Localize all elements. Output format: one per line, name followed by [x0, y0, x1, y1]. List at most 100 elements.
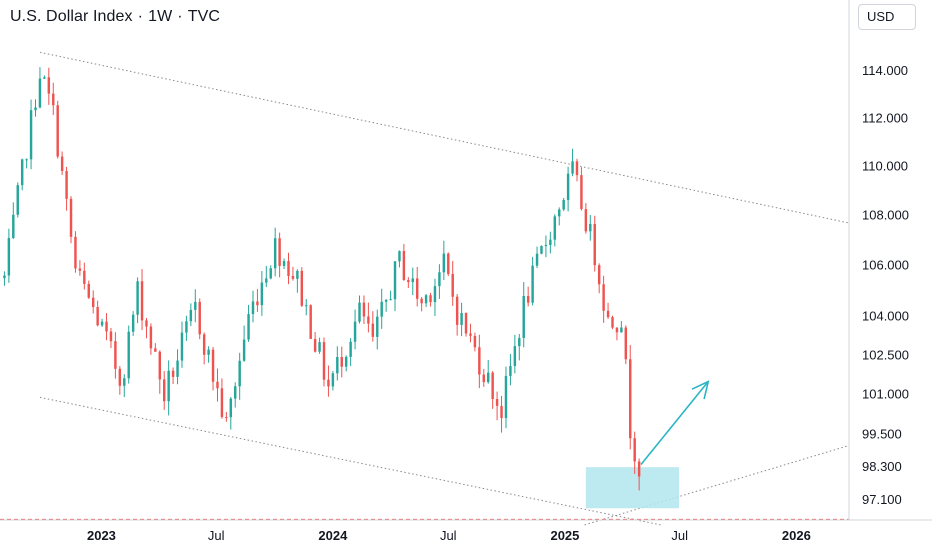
candle-body	[380, 301, 383, 317]
candle-body	[584, 209, 588, 232]
candle-body	[216, 381, 219, 389]
candle-body	[269, 268, 272, 279]
candle-body	[145, 320, 148, 327]
candle-body	[429, 295, 432, 303]
candle-body	[211, 349, 215, 382]
candle-body	[606, 310, 610, 318]
trendline-0[interactable]	[39, 51, 850, 224]
candle-body	[500, 405, 503, 419]
candle-body	[229, 398, 233, 418]
candle-body	[611, 317, 614, 328]
candle-body	[109, 331, 113, 342]
candle-body	[540, 245, 543, 254]
candle-body	[336, 357, 339, 374]
price-tick-label: 114.000	[862, 63, 908, 78]
candle-body	[442, 253, 446, 273]
candle-body	[100, 321, 104, 326]
candle-body	[34, 107, 37, 111]
candle-body	[234, 386, 237, 399]
annotations-front-layer	[640, 380, 710, 465]
candle-body	[198, 301, 201, 335]
candle-body	[624, 327, 628, 360]
trendline-1[interactable]	[39, 396, 661, 526]
exchange-label: TVC	[187, 8, 221, 25]
candle-body	[478, 347, 481, 375]
candle-body	[287, 261, 290, 276]
candle-body	[620, 327, 623, 333]
price-tick-label: 112.000	[862, 110, 908, 125]
projection-arrow-shaft[interactable]	[640, 381, 709, 465]
title-separator: ·	[137, 8, 144, 25]
price-tick-label: 110.000	[862, 158, 908, 173]
candle-body	[300, 270, 304, 306]
price-tick-label: 101.000	[862, 387, 909, 402]
candle-body	[260, 282, 264, 306]
candle-body	[349, 341, 352, 357]
demand-zone-rectangle[interactable]	[585, 467, 680, 509]
candle-body	[433, 286, 437, 303]
title-separator-2: ·	[177, 8, 183, 25]
candle-body	[495, 398, 499, 406]
candle-body	[393, 261, 397, 300]
candle-body	[491, 372, 494, 399]
candles-layer	[3, 67, 641, 491]
candle-body	[451, 273, 454, 297]
candle-body	[91, 297, 95, 308]
candle-body	[367, 316, 370, 324]
projection-arrow-head[interactable]	[691, 380, 710, 400]
candle-body	[278, 238, 281, 266]
candle-body	[291, 275, 295, 279]
candle-body	[105, 321, 108, 332]
candle-body	[460, 313, 463, 325]
candle-body	[131, 314, 135, 332]
candle-body	[331, 373, 335, 387]
candle-body	[469, 333, 472, 336]
candle-body	[535, 253, 539, 266]
candle-body	[189, 309, 193, 322]
candle-body	[522, 296, 525, 338]
candle-body	[487, 372, 490, 383]
candle-body	[513, 346, 517, 367]
candle-body	[544, 244, 548, 246]
candle-body	[593, 223, 596, 266]
candle-body	[473, 335, 477, 348]
candle-body	[438, 272, 441, 287]
candle-body	[420, 298, 423, 304]
time-tick-label: Jul	[440, 528, 457, 543]
candle-body	[69, 198, 73, 237]
candle-body	[96, 307, 99, 326]
candle-body	[615, 327, 619, 333]
candle-body	[340, 357, 343, 367]
candle-body	[242, 339, 246, 361]
currency-button[interactable]: USD	[858, 4, 916, 30]
time-tick-label: 2025	[550, 528, 579, 543]
candle-body	[38, 78, 42, 108]
candle-body	[114, 341, 117, 369]
candle-body	[509, 366, 512, 376]
candle-body	[265, 278, 268, 283]
candle-body	[371, 323, 375, 337]
candle-body	[12, 214, 15, 238]
candle-body	[415, 278, 419, 299]
candle-body	[162, 379, 166, 402]
candle-body	[518, 337, 521, 347]
candle-body	[402, 251, 406, 281]
candle-body	[171, 370, 175, 377]
candle-body	[185, 321, 188, 333]
candle-body	[455, 296, 459, 325]
candle-body	[52, 93, 55, 106]
candle-body	[158, 351, 162, 380]
candle-body	[482, 374, 486, 383]
candle-body	[251, 301, 255, 315]
candle-body	[629, 359, 632, 439]
axes-layer: 114.000 112.000 110.000 108.000 106.000 104.0…	[0, 0, 932, 543]
candle-body	[29, 110, 33, 160]
time-tick-label: 2026	[782, 528, 811, 543]
candle-body	[447, 253, 450, 274]
candle-body	[118, 368, 122, 386]
candle-body	[154, 348, 157, 352]
candle-body	[123, 378, 126, 386]
candle-body	[313, 338, 317, 352]
